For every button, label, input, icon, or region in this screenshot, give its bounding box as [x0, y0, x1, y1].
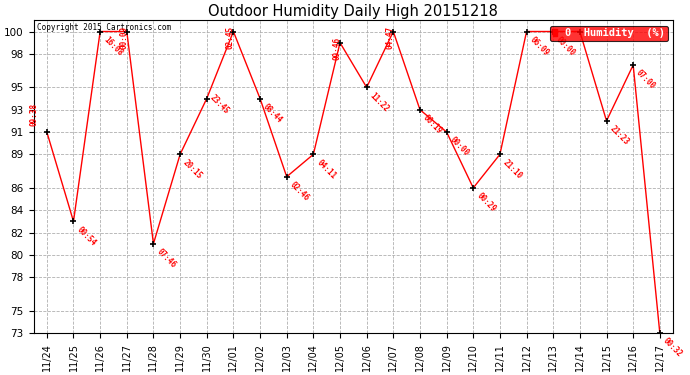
Text: 07:46: 07:46 — [155, 247, 177, 270]
Text: 02:45: 02:45 — [226, 26, 235, 49]
Text: 21:23: 21:23 — [608, 124, 631, 147]
Text: 11:22: 11:22 — [368, 91, 391, 113]
Text: 16:08: 16:08 — [101, 35, 124, 58]
Text: 00:00: 00:00 — [448, 135, 471, 158]
Text: 00:09: 00:09 — [119, 26, 128, 49]
Text: 08:44: 08:44 — [262, 102, 284, 125]
Text: 04:11: 04:11 — [315, 158, 337, 180]
Text: 09:38: 09:38 — [30, 104, 39, 126]
Text: 00:54: 00:54 — [75, 225, 97, 248]
Text: 00:32: 00:32 — [661, 336, 684, 359]
Text: 21:10: 21:10 — [501, 158, 524, 180]
Text: 04:47: 04:47 — [386, 26, 395, 49]
Text: 02:46: 02:46 — [288, 180, 310, 203]
Text: 20:15: 20:15 — [181, 158, 204, 180]
Text: 00:19: 00:19 — [422, 113, 444, 136]
Text: Copyright 2015 Cartronics.com: Copyright 2015 Cartronics.com — [37, 24, 171, 33]
Text: 00:29: 00:29 — [475, 191, 497, 214]
Text: 06:09: 06:09 — [528, 35, 551, 58]
Text: 23:45: 23:45 — [208, 93, 230, 116]
Text: 00:00: 00:00 — [555, 35, 578, 58]
Text: 09:46: 09:46 — [333, 37, 342, 60]
Legend: 0  Humidity  (%): 0 Humidity (%) — [550, 26, 668, 41]
Text: 07:00: 07:00 — [635, 68, 657, 91]
Title: Outdoor Humidity Daily High 20151218: Outdoor Humidity Daily High 20151218 — [208, 4, 498, 19]
